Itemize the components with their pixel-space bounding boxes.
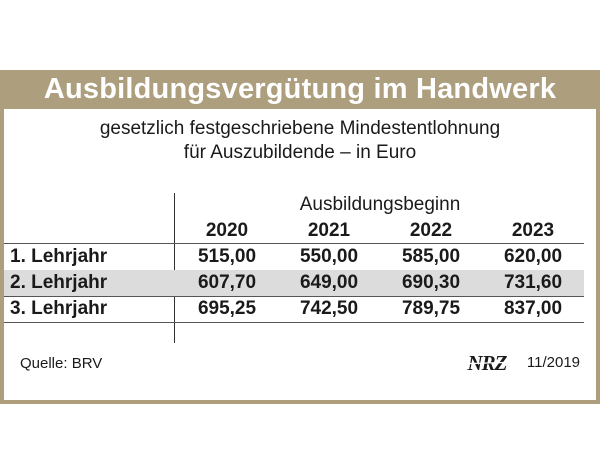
table-cell: 731,60 (503, 272, 563, 293)
table-cell: 695,25 (197, 298, 257, 319)
column-header-2020: 2020 (205, 220, 249, 241)
header-divider (4, 243, 584, 244)
table-cell: 837,00 (503, 298, 563, 319)
column-header-2022: 2022 (409, 220, 453, 241)
credit: NRZ 11/2019 (451, 352, 580, 374)
column-divider (174, 193, 175, 343)
publication-date: 11/2019 (526, 354, 580, 371)
table-cell: 742,50 (299, 298, 359, 319)
row-label: 3. Lehrjahr (10, 298, 108, 319)
chart-title: Ausbildungsvergütung im Handwerk (43, 73, 557, 105)
nrz-logo-icon: NRZ (452, 353, 521, 373)
column-header-2021: 2021 (307, 220, 351, 241)
source-note: Quelle: BRV (20, 355, 103, 372)
row-divider (4, 296, 584, 297)
table-cell: 607,70 (197, 272, 257, 293)
column-group-header: Ausbildungsbeginn (299, 194, 461, 215)
chart-subtitle: gesetzlich festgeschriebene Mindestentlo… (4, 117, 596, 165)
column-header-2023: 2023 (511, 220, 555, 241)
row-label: 1. Lehrjahr (10, 246, 108, 267)
table-row: 1. Lehrjahr 515,00 550,00 585,00 620,00 (4, 244, 584, 270)
table-cell: 550,00 (299, 246, 359, 267)
subtitle-line-2: für Auszubildende – in Euro (183, 142, 417, 163)
table-row: 2. Lehrjahr 607,70 649,00 690,30 731,60 (4, 270, 584, 296)
table-cell: 789,75 (401, 298, 461, 319)
table-cell: 620,00 (503, 246, 563, 267)
row-divider (4, 322, 584, 323)
table-cell: 515,00 (197, 246, 257, 267)
table-panel: gesetzlich festgeschriebene Mindestentlo… (4, 109, 596, 400)
row-label: 2. Lehrjahr (10, 272, 108, 293)
table-row: 3. Lehrjahr 695,25 742,50 789,75 837,00 (4, 296, 584, 322)
table-cell: 690,30 (401, 272, 461, 293)
subtitle-line-1: gesetzlich festgeschriebene Mindestentlo… (99, 118, 501, 139)
chart-frame: Ausbildungsvergütung im Handwerk gesetzl… (0, 70, 600, 404)
table-cell: 585,00 (401, 246, 461, 267)
table-cell: 649,00 (299, 272, 359, 293)
